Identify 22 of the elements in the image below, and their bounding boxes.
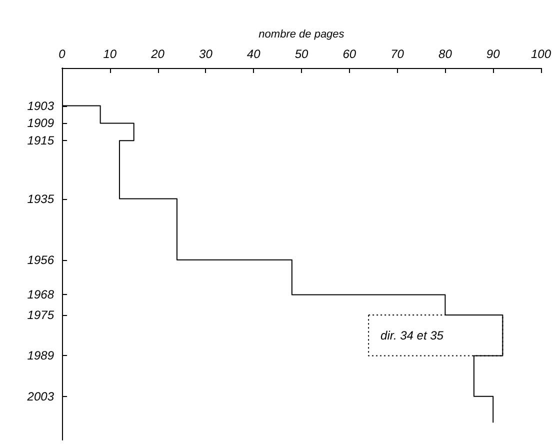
- x-tick-label: 10: [103, 47, 117, 61]
- annotation: dir. 34 et 35: [380, 328, 444, 342]
- y-tick-label: 1903: [27, 98, 54, 113]
- x-tick-label: 80: [438, 47, 452, 61]
- y-tick-label: 1909: [27, 116, 54, 130]
- y-tick-label: 1956: [27, 252, 54, 267]
- y-tick-label: 2003: [26, 389, 54, 404]
- x-axis-title: nombre de pages: [258, 28, 345, 40]
- x-tick-label: 0: [58, 47, 66, 61]
- y-tick-label: 1915: [27, 134, 54, 148]
- y-tick-label: 1989: [27, 348, 54, 363]
- x-tick-label: 20: [150, 47, 165, 61]
- y-tick-label: 1935: [27, 192, 54, 206]
- x-tick-label: 30: [199, 47, 213, 61]
- x-tick-label: 90: [486, 47, 500, 61]
- y-tick-label: 1968: [27, 288, 54, 302]
- x-tick-label: 40: [246, 47, 261, 61]
- y-tick-label: 1975: [27, 308, 54, 322]
- x-tick-label: 100: [530, 47, 552, 61]
- x-tick-label: 60: [342, 47, 356, 61]
- x-tick-label: 50: [294, 47, 308, 61]
- x-tick-label: 70: [390, 47, 404, 61]
